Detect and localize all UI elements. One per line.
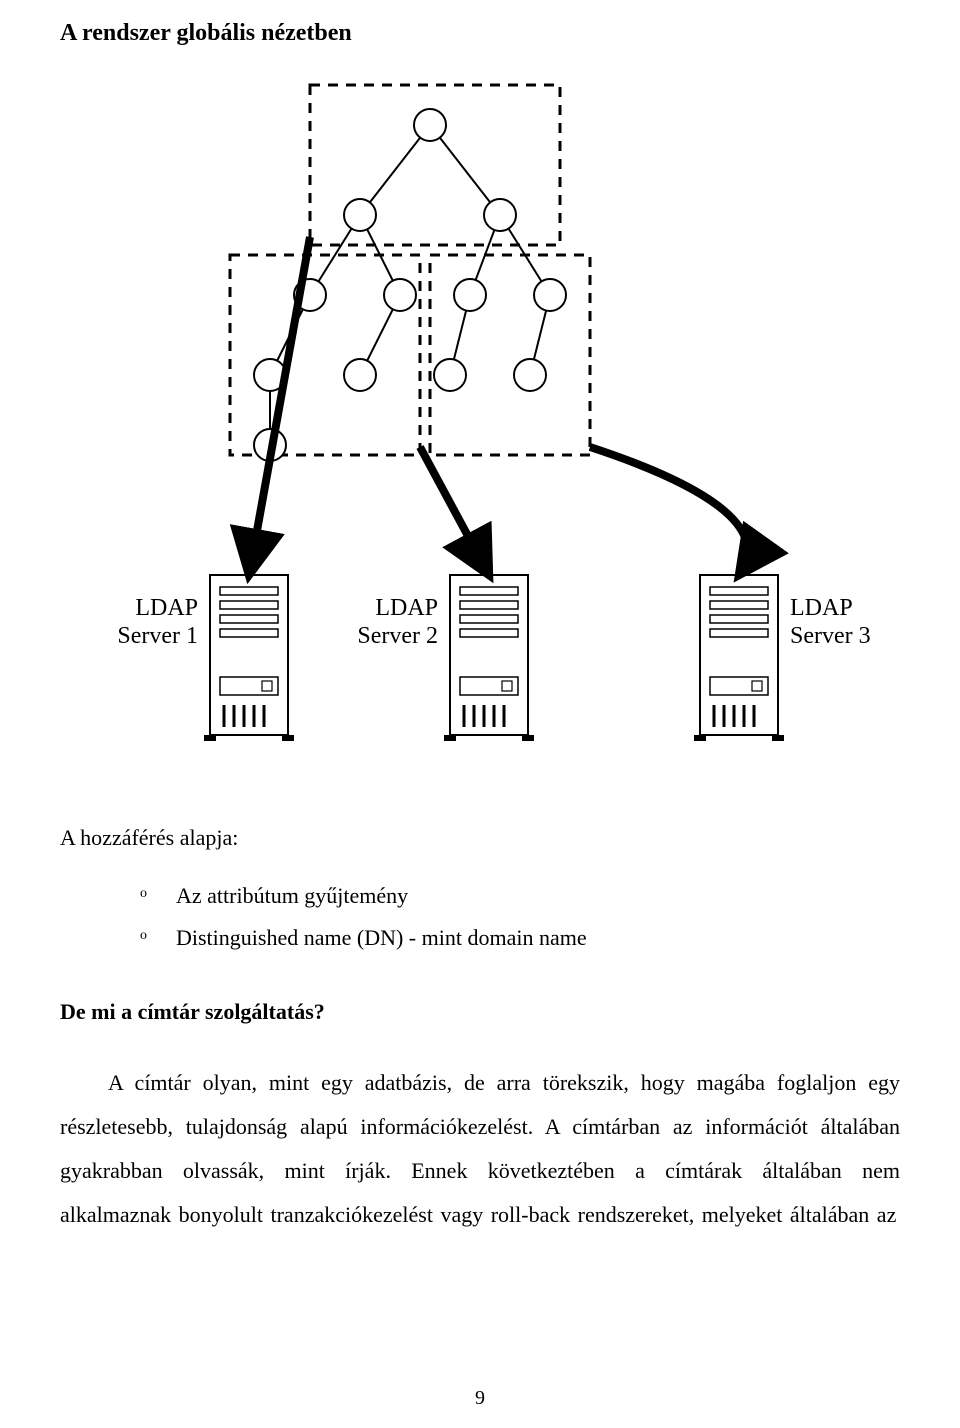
access-basis-list: o Az attribútum gyűjtemény o Distinguish… xyxy=(140,875,900,959)
svg-text:LDAPServer 3: LDAPServer 3 xyxy=(790,595,871,649)
svg-text:LDAPServer 1: LDAPServer 1 xyxy=(117,595,198,649)
bullet-icon: o xyxy=(140,881,147,908)
svg-text:LDAPServer 2: LDAPServer 2 xyxy=(357,595,438,649)
bullet-icon: o xyxy=(140,923,147,950)
body-paragraph: A címtár olyan, mint egy adatbázis, de a… xyxy=(60,1061,900,1237)
list-item-label: Az attribútum gyűjtemény xyxy=(176,883,408,908)
question-heading: De mi a címtár szolgáltatás? xyxy=(60,999,900,1025)
list-item: o Distinguished name (DN) - mint domain … xyxy=(140,917,900,959)
list-item-label: Distinguished name (DN) - mint domain na… xyxy=(176,925,587,950)
page-number: 9 xyxy=(0,1387,960,1410)
ldap-topology-diagram: LDAPServer 1 LDAPServer 2 LDAPServer 3 xyxy=(60,75,900,765)
list-item: o Az attribútum gyűjtemény xyxy=(140,875,900,917)
page-heading: A rendszer globális nézetben xyxy=(60,20,900,47)
access-basis-heading: A hozzáférés alapja: xyxy=(60,825,900,851)
